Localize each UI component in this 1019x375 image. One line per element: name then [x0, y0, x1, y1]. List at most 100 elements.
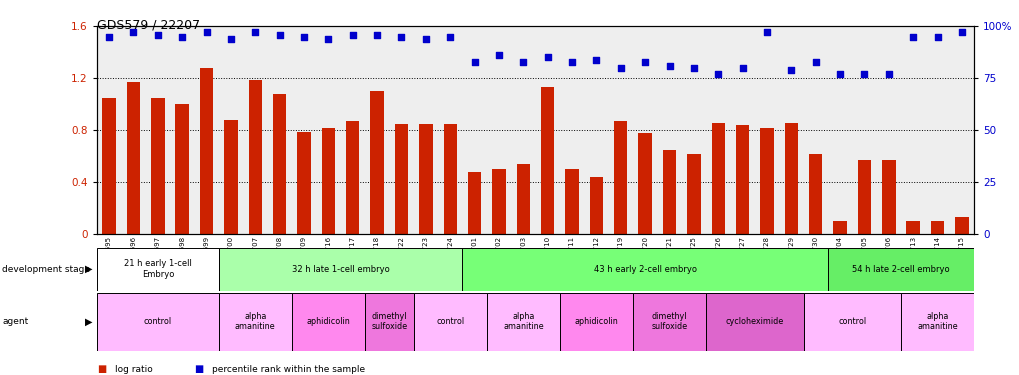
- Bar: [906, 221, 919, 234]
- Point: [320, 36, 336, 42]
- Point: [612, 65, 629, 71]
- Bar: [486, 292, 559, 351]
- Bar: [705, 292, 803, 351]
- Bar: [827, 248, 973, 291]
- Point: [832, 71, 848, 77]
- Point: [807, 58, 823, 64]
- Point: [418, 36, 434, 42]
- Text: aphidicolin: aphidicolin: [574, 317, 618, 326]
- Text: control: control: [144, 317, 172, 326]
- Bar: [414, 292, 486, 351]
- Bar: [297, 132, 311, 234]
- Bar: [468, 172, 481, 234]
- Bar: [419, 124, 432, 234]
- Point: [466, 58, 482, 64]
- Point: [953, 30, 969, 36]
- Point: [222, 36, 238, 42]
- Bar: [126, 82, 140, 234]
- Bar: [462, 248, 827, 291]
- Text: dimethyl
sulfoxide: dimethyl sulfoxide: [651, 312, 687, 331]
- Bar: [291, 292, 365, 351]
- Point: [199, 30, 215, 36]
- Point: [564, 58, 580, 64]
- Text: control: control: [838, 317, 865, 326]
- Bar: [881, 160, 895, 234]
- Bar: [559, 292, 633, 351]
- Bar: [218, 292, 291, 351]
- Bar: [833, 221, 846, 234]
- Point: [928, 34, 945, 40]
- Text: alpha
amanitine: alpha amanitine: [234, 312, 275, 331]
- Text: 54 h late 2-cell embryo: 54 h late 2-cell embryo: [851, 265, 949, 274]
- Bar: [687, 154, 700, 234]
- Bar: [97, 292, 218, 351]
- Bar: [565, 170, 578, 234]
- Text: ■: ■: [97, 364, 106, 374]
- Bar: [930, 221, 944, 234]
- Point: [539, 54, 555, 60]
- Point: [734, 65, 750, 71]
- Point: [588, 57, 604, 63]
- Point: [369, 32, 385, 38]
- Point: [296, 34, 312, 40]
- Bar: [954, 217, 968, 234]
- Bar: [857, 160, 870, 234]
- Point: [125, 30, 142, 36]
- Point: [441, 34, 458, 40]
- Bar: [900, 292, 973, 351]
- Text: log ratio: log ratio: [115, 365, 153, 374]
- Bar: [218, 248, 462, 291]
- Point: [515, 58, 531, 64]
- Text: dimethyl
sulfoxide: dimethyl sulfoxide: [371, 312, 407, 331]
- Text: cycloheximide: cycloheximide: [725, 317, 784, 326]
- Point: [174, 34, 191, 40]
- Bar: [365, 292, 414, 351]
- Bar: [784, 123, 797, 234]
- Bar: [200, 68, 213, 234]
- Bar: [394, 124, 408, 234]
- Bar: [443, 124, 457, 234]
- Bar: [345, 121, 359, 234]
- Text: aphidicolin: aphidicolin: [306, 317, 350, 326]
- Text: 43 h early 2-cell embryo: 43 h early 2-cell embryo: [593, 265, 696, 274]
- Bar: [633, 292, 705, 351]
- Text: development stage: development stage: [2, 265, 90, 274]
- Bar: [808, 154, 821, 234]
- Text: 32 h late 1-cell embryo: 32 h late 1-cell embryo: [291, 265, 389, 274]
- Point: [758, 30, 774, 36]
- Text: ▶: ▶: [86, 316, 93, 327]
- Text: ■: ■: [194, 364, 203, 374]
- Point: [150, 32, 166, 38]
- Bar: [638, 133, 651, 234]
- Text: percentile rank within the sample: percentile rank within the sample: [212, 365, 365, 374]
- Bar: [175, 104, 189, 234]
- Bar: [516, 164, 530, 234]
- Bar: [735, 125, 749, 234]
- Point: [344, 32, 361, 38]
- Point: [685, 65, 701, 71]
- Point: [904, 34, 920, 40]
- Point: [660, 63, 677, 69]
- Text: 21 h early 1-cell
Embryo: 21 h early 1-cell Embryo: [123, 260, 192, 279]
- Bar: [759, 128, 773, 234]
- Bar: [613, 121, 627, 234]
- Text: agent: agent: [2, 317, 29, 326]
- Point: [783, 67, 799, 73]
- Point: [101, 34, 117, 40]
- Bar: [370, 91, 383, 234]
- Bar: [151, 98, 164, 234]
- Bar: [492, 170, 505, 234]
- Bar: [224, 120, 237, 234]
- Bar: [662, 150, 676, 234]
- Bar: [711, 123, 725, 234]
- Text: alpha
amanitine: alpha amanitine: [502, 312, 543, 331]
- Text: control: control: [436, 317, 464, 326]
- Bar: [273, 94, 286, 234]
- Bar: [803, 292, 900, 351]
- Text: alpha
amanitine: alpha amanitine: [916, 312, 957, 331]
- Point: [709, 71, 726, 77]
- Bar: [97, 248, 218, 291]
- Point: [490, 53, 506, 58]
- Point: [271, 32, 287, 38]
- Point: [247, 30, 263, 36]
